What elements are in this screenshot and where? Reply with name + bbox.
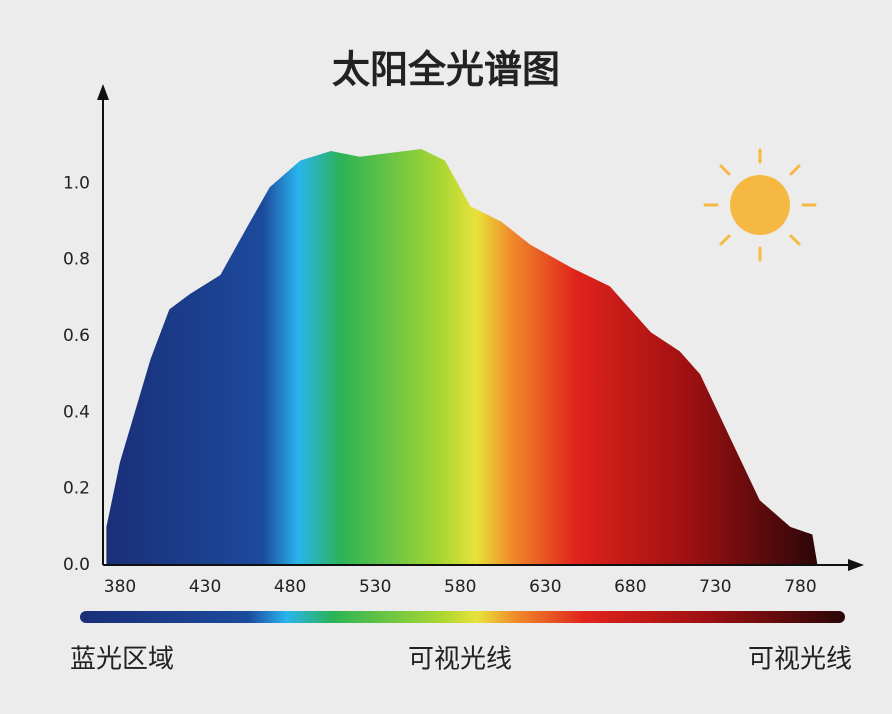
region-label: 可视光线 xyxy=(748,645,852,675)
chart-title: 太阳全光谱图 xyxy=(332,48,560,92)
y-tick-label: 0.8 xyxy=(63,250,90,270)
y-tick-label: 0.0 xyxy=(63,555,90,575)
x-tick-label: 680 xyxy=(614,577,646,597)
x-axis-arrow xyxy=(848,559,864,571)
y-tick-label: 0.6 xyxy=(63,326,90,346)
x-tick-label: 630 xyxy=(529,577,561,597)
x-tick-label: 530 xyxy=(359,577,391,597)
y-tick-label: 0.2 xyxy=(63,479,90,499)
y-axis-arrow xyxy=(97,84,109,100)
x-tick-label: 780 xyxy=(784,577,816,597)
x-tick-label: 380 xyxy=(104,577,136,597)
spectrum-area xyxy=(106,149,818,565)
x-tick-label: 730 xyxy=(699,577,731,597)
x-tick-label: 480 xyxy=(274,577,306,597)
y-tick-label: 0.4 xyxy=(63,402,90,422)
y-tick-label: 1.0 xyxy=(63,173,90,193)
x-tick-label: 430 xyxy=(189,577,221,597)
region-label: 可视光线 xyxy=(408,645,512,675)
spectrum-bar xyxy=(80,611,845,623)
region-label: 蓝光区域 xyxy=(70,645,174,675)
sun-icon xyxy=(703,148,817,262)
x-tick-label: 580 xyxy=(444,577,476,597)
